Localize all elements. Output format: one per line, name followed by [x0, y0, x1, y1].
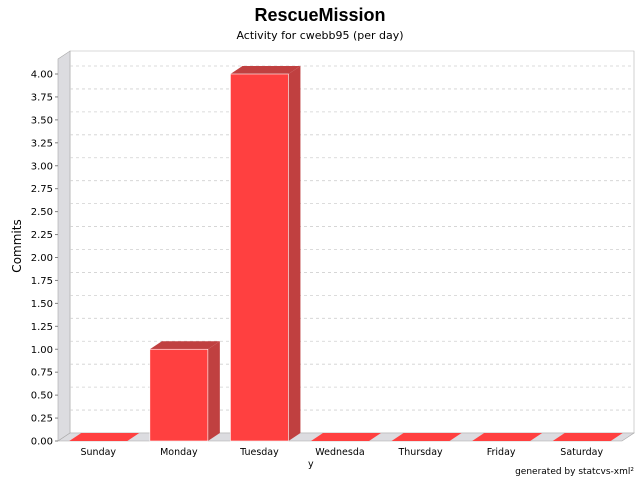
- y-tick-label: 2.50: [31, 207, 53, 218]
- chart-subtitle: Activity for cwebb95 (per day): [236, 29, 404, 42]
- bar-front: [230, 73, 289, 442]
- footer-note: generated by statcvs-xml²: [515, 467, 634, 477]
- left-wall: [57, 50, 71, 442]
- plot-walls: [57, 50, 635, 442]
- bars: [69, 66, 623, 442]
- bar-top: [149, 341, 220, 350]
- bar: [230, 66, 301, 442]
- y-tick-label: 1.25: [31, 322, 53, 333]
- y-tick-label: 0.75: [31, 368, 53, 379]
- y-tick-label: 1.75: [31, 276, 53, 287]
- x-axis: Sunday Monday Tuesday Wednesda y Thursday Frid…: [81, 447, 604, 470]
- y-axis: 0.00 0.25 0.50 0.75 1.00 1.25 1.50 1.75 2.00 2.25…: [31, 70, 58, 448]
- y-tick-label: 0.00: [31, 437, 53, 448]
- y-tick-label: 0.25: [31, 414, 53, 425]
- grid-lines: [70, 65, 634, 411]
- bar-side: [207, 341, 220, 441]
- bar: [311, 433, 381, 441]
- bar-flat: [552, 433, 623, 441]
- chart-title: RescueMission: [254, 5, 386, 25]
- bar-flat: [69, 433, 140, 441]
- x-tick-label: Monday: [160, 447, 198, 458]
- bar-top: [230, 66, 301, 74]
- bar-front: [149, 348, 209, 442]
- bar: [69, 433, 140, 441]
- y-tick-label: 2.25: [31, 230, 53, 241]
- y-tick-label: 3.75: [31, 92, 53, 103]
- x-tick-label: Sunday: [81, 447, 117, 458]
- y-tick-label: 0.50: [31, 391, 53, 402]
- x-tick-label: Saturday: [560, 447, 603, 458]
- x-tick-label: Wednesda y: [308, 447, 365, 470]
- y-tick-label: 3.50: [31, 115, 53, 126]
- x-tick-label: Thursday: [397, 447, 443, 458]
- x-tick-label: Friday: [487, 447, 516, 458]
- bar-side: [288, 66, 301, 441]
- x-tick-label: Tuesday: [239, 447, 279, 458]
- y-axis-label: Commits: [10, 219, 24, 272]
- bar: [149, 341, 220, 442]
- y-tick-label: 1.50: [31, 299, 53, 310]
- bar-flat: [472, 433, 543, 441]
- bar: [391, 433, 462, 441]
- y-tick-label: 4.00: [31, 70, 53, 81]
- y-tick-label: 3.25: [31, 138, 53, 149]
- bar: [472, 433, 543, 441]
- y-tick-label: 2.00: [31, 253, 53, 264]
- y-tick-label: 2.75: [31, 184, 53, 195]
- y-tick-label: 1.00: [31, 345, 53, 356]
- bar: [552, 433, 623, 441]
- bar-flat: [311, 433, 381, 441]
- y-tick-label: 3.00: [31, 161, 53, 172]
- bar-flat: [391, 433, 462, 441]
